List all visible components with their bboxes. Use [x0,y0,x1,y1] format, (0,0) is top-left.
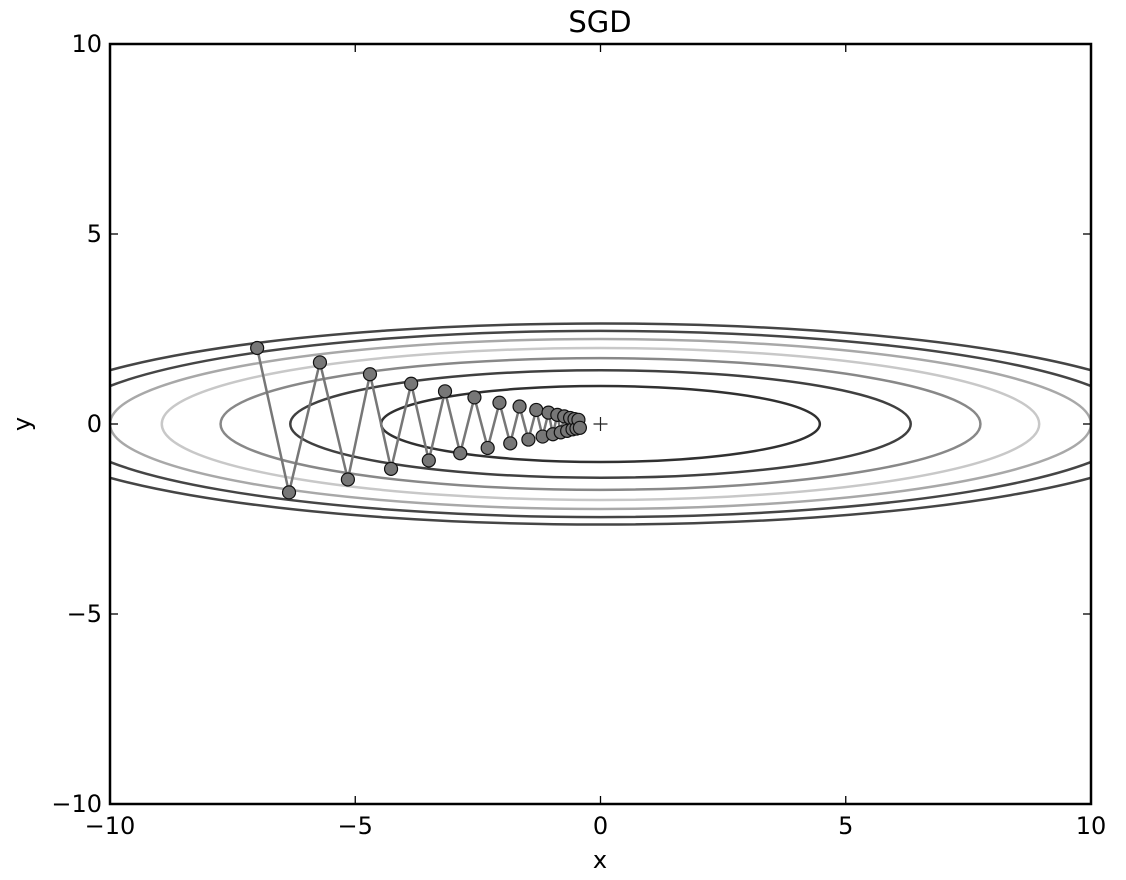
contour-level-2 [289,369,912,479]
sgd-point [383,461,399,476]
sgd-point [362,367,378,382]
x-axis-label: x [593,846,607,874]
sgd-point [467,390,482,405]
minimum-marker [593,417,608,431]
x-tick-label: −10 [85,812,136,840]
sgd-point [437,384,453,399]
y-tick-label: −10 [51,790,102,818]
sgd-path [255,347,582,493]
contour-level-5 [110,337,1091,511]
y-tick-label: 10 [71,30,102,58]
sgd-path-points [250,340,587,500]
x-tick-label: −5 [338,812,373,840]
contour-lines [110,322,1091,526]
sgd-path-line [255,347,582,493]
sgd-point [521,432,536,447]
sgd-point [312,355,328,370]
y-tick-label: 5 [87,220,102,248]
sgd-point [404,376,419,391]
x-tick-label: 5 [838,812,853,840]
sgd-point [480,440,495,456]
y-axis-label: y [8,417,36,431]
y-tick-label: 0 [87,410,102,438]
sgd-point [281,485,297,500]
sgd-point [512,399,527,414]
axis-ticks [109,43,1092,805]
sgd-point [492,395,507,410]
contour-level-3 [219,356,982,492]
sgd-point [529,402,544,418]
y-tick-labels: −10 −5 0 5 10 [51,30,102,818]
contour-level-4 [160,346,1041,502]
y-tick-label: −5 [67,600,102,628]
sgd-point [250,340,265,356]
sgd-point [453,446,468,461]
minimum-plus-marker [593,417,608,431]
chart-title: SGD [568,5,631,39]
sgd-point [572,420,587,435]
x-tick-label: 10 [1076,812,1107,840]
sgd-point [340,472,355,487]
sgd-point [503,436,518,451]
sgd-point [421,453,436,468]
x-tick-labels: −10 −5 0 5 10 [85,812,1107,840]
contour-level-6 [110,329,1091,519]
x-tick-label: 0 [593,812,608,840]
contour-level-7 [110,322,1091,526]
